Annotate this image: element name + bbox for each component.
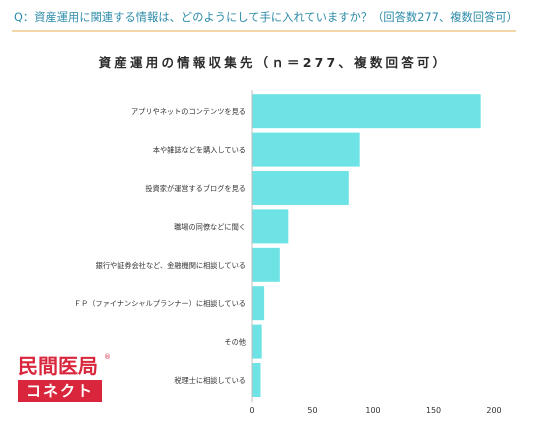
bar-4: [252, 209, 289, 244]
x-tick-label-50: 50: [307, 406, 317, 415]
category-label-6: ＦＰ（ファイナンシャルプランナー）に相談している: [74, 299, 246, 308]
x-tick-label-100: 100: [365, 406, 380, 415]
bar-8: [252, 363, 261, 397]
bar-7: [252, 324, 262, 359]
question-text: Q：資産運用に関連する情報は、どのようにして手に入れていますか？（回答数277、…: [14, 11, 518, 24]
category-label-3: 投資家が運営するブログを見る: [145, 184, 246, 193]
chart-title: 資産運用の情報収集先（ｎ＝277、複数回答可）: [98, 55, 449, 70]
category-label-4: 職場の同僚などに聞く: [174, 222, 246, 231]
bar-3: [252, 171, 349, 205]
x-tick-label-0: 0: [249, 406, 254, 415]
bar-6: [252, 286, 265, 321]
bar-5: [252, 247, 280, 282]
category-label-1: アプリやネットのコンテンツを見る: [131, 107, 246, 116]
logo-registered-mark: ®: [104, 353, 111, 361]
x-tick-label-200: 200: [486, 406, 501, 415]
logo-bottom-text: コネクト: [18, 380, 102, 402]
category-label-7: その他: [224, 338, 246, 347]
category-label-2: 本や雑誌などを購入している: [153, 146, 246, 155]
bar-2: [252, 132, 360, 167]
category-label-8: 税理士に相談している: [174, 376, 246, 385]
brand-logo: 民間医局 ® コネクト: [18, 353, 111, 405]
bar-1: [252, 94, 481, 129]
category-label-5: 銀行や証券会社など、金融機関に相談している: [96, 261, 246, 270]
question-divider: [12, 30, 516, 32]
x-tick-label-150: 150: [426, 406, 441, 415]
logo-top-text: 民間医局: [18, 354, 98, 378]
